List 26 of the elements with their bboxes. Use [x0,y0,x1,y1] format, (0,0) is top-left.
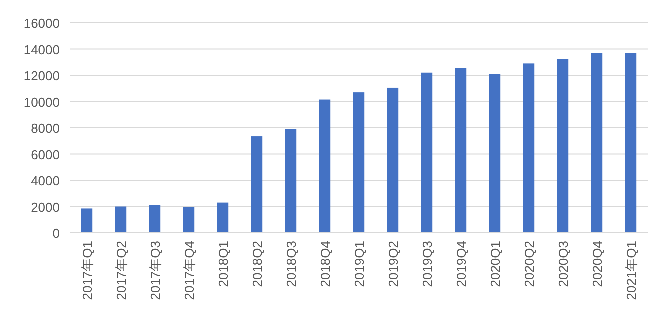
x-tick-label: 2017年Q4 [182,241,197,300]
x-tick-label: 2017年Q3 [148,241,163,300]
x-tick-label: 2017年Q1 [80,241,95,300]
y-tick-label: 4000 [31,174,60,188]
x-tick-label: 2019Q4 [454,241,469,288]
y-tick-label: 0 [52,226,60,241]
x-tick-label: 2017年Q2 [114,241,129,300]
x-tick-label: 2018Q2 [250,241,265,288]
x-tick-label: 2020Q4 [590,241,605,288]
x-tick-label: 2020Q3 [556,241,571,288]
y-tick-label: 8000 [31,121,60,136]
y-tick-label: 12000 [24,68,60,84]
x-tick-label: 2018Q3 [284,241,299,288]
x-tick-label: 2019Q1 [352,241,367,288]
x-tick-label: 2018Q1 [216,241,231,288]
y-tick-label: 16000 [24,16,60,31]
x-tick-label: 2019Q2 [386,241,401,288]
x-tick-label: 2020Q1 [488,241,503,288]
x-tick-label: 2021年Q1 [624,241,639,300]
x-tick-label: 2020Q2 [522,241,537,288]
x-tick-label: 2018Q4 [318,241,333,288]
y-tick-label: 6000 [31,147,60,162]
y-tick-label: 14000 [24,42,60,58]
y-tick-label: 2000 [31,200,60,215]
y-tick-label: 10000 [24,94,60,110]
x-tick-label: 2019Q3 [420,241,435,288]
